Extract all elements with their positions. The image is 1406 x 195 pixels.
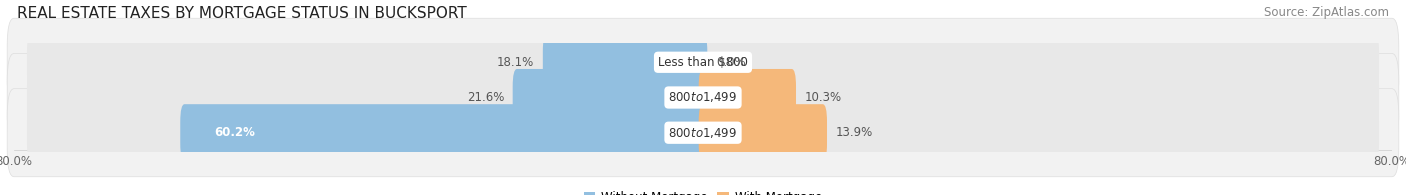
FancyBboxPatch shape	[27, 104, 1379, 161]
FancyBboxPatch shape	[7, 18, 1399, 106]
Text: $800 to $1,499: $800 to $1,499	[668, 126, 738, 140]
FancyBboxPatch shape	[699, 69, 796, 126]
Text: 18.1%: 18.1%	[496, 56, 534, 69]
Text: 10.3%: 10.3%	[804, 91, 842, 104]
Text: 60.2%: 60.2%	[215, 126, 256, 139]
FancyBboxPatch shape	[7, 53, 1399, 142]
Text: Less than $800: Less than $800	[658, 56, 748, 69]
Text: 21.6%: 21.6%	[467, 91, 505, 104]
FancyBboxPatch shape	[543, 34, 707, 91]
Text: $800 to $1,499: $800 to $1,499	[668, 90, 738, 105]
FancyBboxPatch shape	[513, 69, 707, 126]
Text: 13.9%: 13.9%	[835, 126, 873, 139]
FancyBboxPatch shape	[27, 34, 1379, 91]
FancyBboxPatch shape	[180, 104, 707, 161]
FancyBboxPatch shape	[699, 104, 827, 161]
FancyBboxPatch shape	[7, 89, 1399, 177]
Text: REAL ESTATE TAXES BY MORTGAGE STATUS IN BUCKSPORT: REAL ESTATE TAXES BY MORTGAGE STATUS IN …	[17, 6, 467, 21]
Text: 0.0%: 0.0%	[716, 56, 745, 69]
Text: Source: ZipAtlas.com: Source: ZipAtlas.com	[1264, 6, 1389, 19]
FancyBboxPatch shape	[27, 69, 1379, 126]
Legend: Without Mortgage, With Mortgage: Without Mortgage, With Mortgage	[581, 189, 825, 195]
